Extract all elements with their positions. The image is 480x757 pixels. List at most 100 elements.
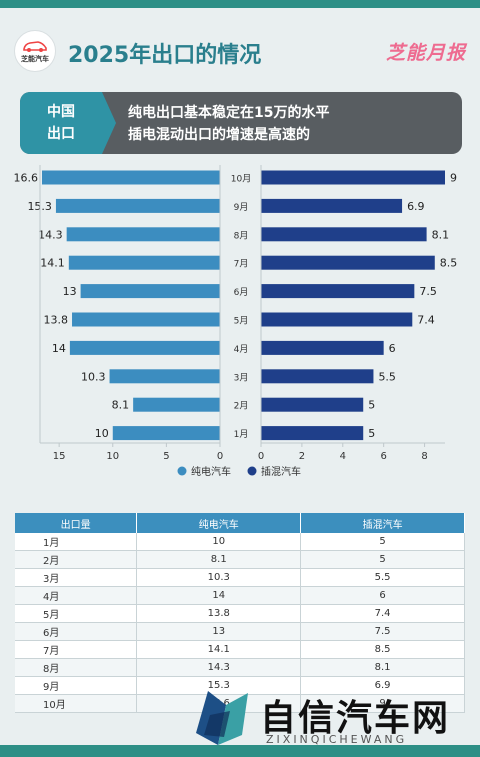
phev-x-tick-label: 8 <box>421 451 427 462</box>
month-label: 8月 <box>234 230 249 241</box>
table-row: 6月 13 7.5 <box>15 622 465 641</box>
table-cell-ev: 14.3 <box>136 658 302 677</box>
phev-x-tick-label: 2 <box>299 451 305 462</box>
banner-line1: 纯电出口基本稳定在15万的水平 <box>128 105 330 121</box>
legend-phev-label: 插混汽车 <box>261 465 301 478</box>
phev-bar <box>261 312 413 327</box>
brand-logo: 芝能汽车 <box>14 30 56 72</box>
banner-arrow <box>102 92 116 154</box>
month-label: 1月 <box>234 429 249 440</box>
table-cell-ev: 13.8 <box>136 604 302 623</box>
ev-bar <box>69 340 220 355</box>
table-row: 5月 13.8 7.4 <box>15 604 465 623</box>
top-accent-bar <box>0 0 480 8</box>
phev-value-label: 6.9 <box>407 200 425 213</box>
table-row: 1月 10 5 <box>15 533 465 551</box>
table-cell-month: 6月 <box>15 622 138 641</box>
ev-x-tick-label: 10 <box>106 451 119 462</box>
phev-bar <box>261 255 435 270</box>
ev-bar <box>68 255 221 270</box>
table-cell-phev: 9 <box>300 694 465 713</box>
banner-text: 纯电出口基本稳定在15万的水平 插电混动出口的增速是高速的 <box>128 102 329 146</box>
table-cell-month: 1月 <box>15 533 138 551</box>
table-cell-month: 7月 <box>15 640 138 659</box>
month-label: 10月 <box>231 174 251 185</box>
phev-bar <box>261 426 364 441</box>
month-label: 5月 <box>234 316 249 327</box>
table-cell-ev: 13 <box>136 622 302 641</box>
ev-bar <box>109 369 220 384</box>
table-cell-month: 3月 <box>15 568 138 587</box>
table-cell-phev: 8.1 <box>300 658 465 677</box>
ev-value-label: 10 <box>95 427 109 440</box>
brand-name: 芝能月报 <box>385 42 466 64</box>
phev-value-label: 8.5 <box>440 257 458 270</box>
car-icon <box>23 40 47 52</box>
table-cell-ev: 14 <box>136 586 302 605</box>
table-cell-phev: 6 <box>300 586 465 605</box>
ev-value-label: 13.8 <box>44 314 69 327</box>
table-cell-phev: 5.5 <box>300 568 465 587</box>
table-cell-month: 4月 <box>15 586 138 605</box>
ev-value-label: 14.1 <box>40 257 65 270</box>
ev-value-label: 14.3 <box>38 228 63 241</box>
ev-bar <box>112 426 220 441</box>
ev-bar <box>133 397 220 412</box>
table-header-ev: 纯电汽车 <box>136 513 302 533</box>
ev-x-tick-label: 0 <box>217 451 223 462</box>
month-label: 7月 <box>234 259 249 270</box>
phev-value-label: 5.5 <box>378 370 396 383</box>
watermark-title: 自信汽车网 <box>260 698 451 739</box>
table-cell-month: 10月 <box>15 694 138 713</box>
legend-ev-marker <box>177 466 187 476</box>
ev-value-label: 10.3 <box>81 370 106 383</box>
phev-bar <box>261 397 364 412</box>
watermark: 自信汽车网 ZIXINQICHEWANG <box>190 685 480 750</box>
month-label: 3月 <box>234 372 249 383</box>
phev-value-label: 7.4 <box>417 314 435 327</box>
table-cell-phev: 5 <box>300 550 465 569</box>
table-cell-phev: 6.9 <box>300 676 465 695</box>
page-title: 2025年出口的情况 <box>68 43 262 68</box>
phev-x-tick-label: 0 <box>258 451 264 462</box>
banner-tag-line2: 出口 <box>47 126 75 142</box>
ev-x-tick-label: 5 <box>163 451 169 462</box>
table-row: 7月 14.1 8.5 <box>15 640 465 659</box>
table-cell-ev: 8.1 <box>136 550 302 569</box>
table-row: 10月16.69 <box>15 694 465 713</box>
watermark-subtitle: ZIXINQICHEWANG <box>266 733 408 746</box>
table-row: 9月 15.3 6.9 <box>15 676 465 695</box>
ev-value-label: 8.1 <box>112 399 130 412</box>
watermark-logo-icon <box>196 691 248 745</box>
phev-value-label: 8.1 <box>432 228 450 241</box>
table-cell-month: 8月 <box>15 658 138 677</box>
phev-value-label: 9 <box>450 172 457 185</box>
phev-value-label: 7.5 <box>419 285 437 298</box>
table-header-phev: 插混汽车 <box>300 513 465 533</box>
summary-banner: 中国 出口 纯电出口基本稳定在15万的水平 插电混动出口的增速是高速的 <box>20 92 462 154</box>
ev-x-tick-label: 15 <box>53 451 66 462</box>
phev-value-label: 5 <box>368 427 375 440</box>
table-row: 2月 8.1 5 <box>15 550 465 569</box>
phev-bar <box>261 284 415 299</box>
table-cell-ev: 10 <box>136 533 302 551</box>
table-cell-month: 2月 <box>15 550 138 569</box>
ev-value-label: 16.6 <box>14 172 39 185</box>
table-cell-month: 9月 <box>15 676 138 695</box>
ev-bar <box>42 170 220 185</box>
banner-tag: 中国 出口 <box>20 92 102 154</box>
table-row: 8月 14.3 8.1 <box>15 658 465 677</box>
phev-bar <box>261 340 384 355</box>
month-label: 6月 <box>234 287 249 298</box>
ev-bar <box>66 227 220 242</box>
ev-bar <box>72 312 220 327</box>
bottom-accent-bar <box>0 745 480 757</box>
month-label: 4月 <box>234 344 249 355</box>
table-cell-phev: 5 <box>300 533 465 551</box>
table-header-month: 出口量 <box>15 513 138 533</box>
month-label: 2月 <box>234 401 249 412</box>
table-header-row: 出口量 纯电汽车 插混汽车 <box>15 513 465 533</box>
table-row: 4月 14 6 <box>15 586 465 605</box>
legend-phev-marker <box>247 466 257 476</box>
